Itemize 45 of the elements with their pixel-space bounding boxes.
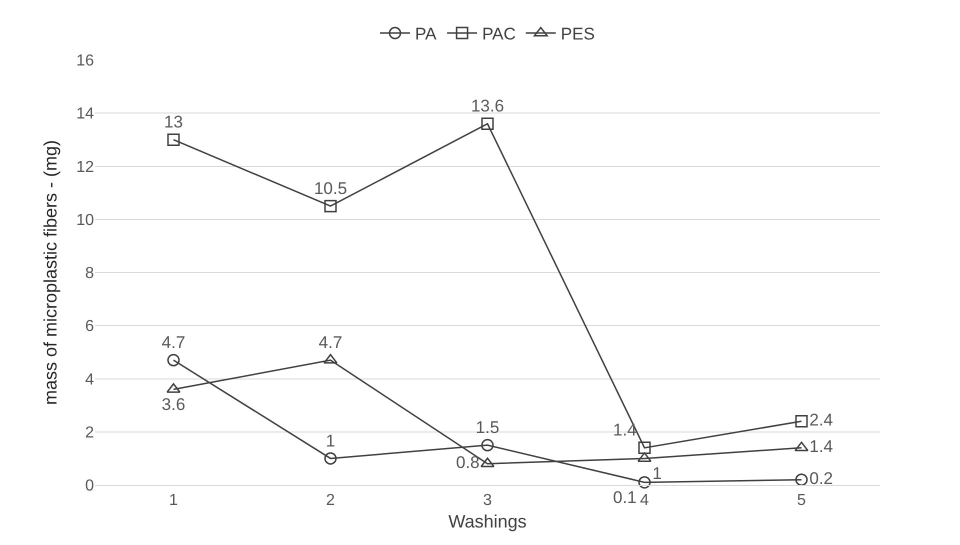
data-label: 10.5	[314, 178, 348, 198]
y-tick-label: 16	[76, 52, 94, 70]
y-tick-label: 2	[85, 424, 94, 442]
legend-label: PAC	[482, 24, 516, 44]
point	[795, 473, 808, 486]
x-tick-label: 5	[797, 492, 806, 510]
data-label: 4.7	[318, 333, 342, 352]
x-tick-label: 1	[169, 492, 178, 510]
y-tick-label: 10	[76, 212, 94, 229]
data-label: 1.4	[809, 437, 834, 456]
data-label: 0.1	[612, 488, 637, 507]
data-label: 13	[164, 112, 183, 132]
data-label: 0.2	[809, 468, 834, 488]
x-tick-label: 3	[483, 492, 492, 510]
y-tick-label: 14	[76, 106, 94, 123]
point	[795, 415, 808, 428]
y-axis-title: mass of microplastic fibers - (mg)	[40, 140, 60, 406]
x-axis-title: Washings	[448, 511, 527, 532]
y-tick-label: 4	[85, 371, 94, 388]
point	[324, 452, 337, 465]
point	[324, 200, 337, 212]
point	[481, 118, 494, 130]
data-label: 1.5	[476, 418, 500, 438]
legend-label: PA	[415, 24, 438, 44]
point	[638, 476, 651, 489]
data-label: 13.6	[470, 96, 504, 116]
y-tick-label: 0	[85, 478, 94, 495]
data-label: 0.8	[456, 453, 480, 472]
point	[481, 438, 494, 452]
x-tick-label: 4	[640, 492, 650, 510]
y-tick-label: 8	[85, 265, 94, 282]
data-label: 1	[652, 464, 662, 484]
data-label: 3.6	[162, 395, 186, 414]
data-label: 4.7	[162, 333, 186, 352]
point	[638, 442, 651, 454]
point	[167, 354, 180, 366]
y-tick-label: 12	[76, 158, 94, 176]
legend-label: PES	[560, 24, 595, 44]
x-tick-label: 2	[326, 492, 336, 510]
y-tick-label: 6	[85, 318, 94, 336]
data-label: 1.4	[612, 420, 637, 440]
data-label: 1	[326, 431, 336, 450]
point	[323, 354, 338, 364]
data-label: 2.4	[809, 410, 834, 430]
point	[167, 133, 180, 146]
